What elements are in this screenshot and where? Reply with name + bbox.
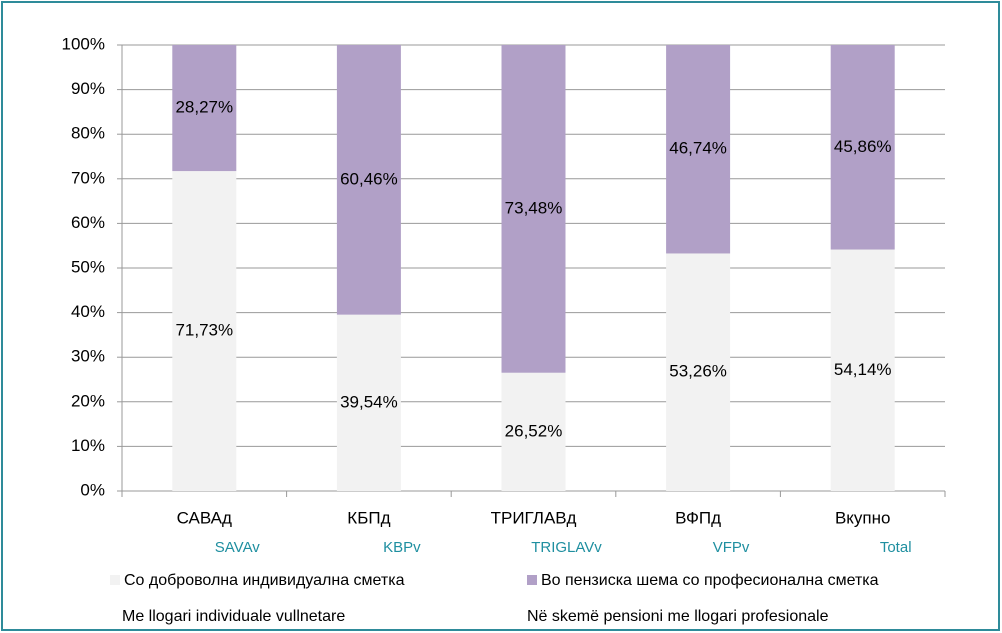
legend-swatch	[110, 575, 120, 585]
data-label: 45,86%	[834, 137, 892, 156]
x-tick-label-alt: KBPv	[383, 539, 421, 556]
y-tick-label: 50%	[71, 257, 105, 276]
data-label: 46,74%	[669, 139, 727, 158]
legend-label: Во пензиска шема со професионална сметка	[541, 572, 879, 589]
bar-segment	[501, 372, 566, 491]
legend-label-alt: Me llogari individuale vullnetare	[122, 608, 345, 625]
x-tick-label: Вкупно	[835, 508, 891, 527]
legend-label: Со доброволна индивидуална сметка	[124, 572, 405, 589]
y-tick-label: 20%	[71, 391, 105, 410]
x-tick-label-alt: SAVAv	[215, 539, 261, 556]
data-label: 71,73%	[175, 321, 233, 340]
data-label: 54,14%	[834, 360, 892, 379]
y-tick-label: 60%	[71, 213, 105, 232]
bar-segment	[501, 45, 566, 373]
bar-segment	[830, 249, 895, 491]
x-tick-label-alt: TRIGLAVv	[531, 539, 602, 556]
data-label: 26,52%	[505, 421, 563, 440]
legend-swatch	[527, 575, 537, 585]
data-label: 73,48%	[505, 198, 563, 217]
data-label: 53,26%	[669, 362, 727, 381]
y-tick-label: 30%	[71, 347, 105, 366]
x-tick-label-alt: VFPv	[713, 539, 750, 556]
y-tick-label: 70%	[71, 168, 105, 187]
x-tick-label-alt: Total	[880, 539, 912, 556]
y-tick-label: 100%	[62, 34, 105, 53]
y-tick-label: 40%	[71, 302, 105, 321]
legend-label-alt: Në skemë pensioni me llogari profesional…	[527, 608, 829, 625]
y-tick-label: 80%	[71, 124, 105, 143]
x-tick-label: САВАд	[177, 508, 232, 527]
bar-segment	[336, 314, 401, 491]
y-tick-label: 10%	[71, 436, 105, 455]
bar-segment	[666, 45, 731, 254]
bar-segment	[172, 171, 237, 491]
data-label: 60,46%	[340, 169, 398, 188]
bar-segment	[830, 45, 895, 250]
x-tick-label: ВФПд	[675, 508, 721, 527]
data-label: 39,54%	[340, 392, 398, 411]
bar-segment	[666, 253, 731, 491]
bar-segment	[172, 45, 237, 172]
y-tick-label: 0%	[80, 480, 105, 499]
data-label: 28,27%	[175, 98, 233, 117]
x-tick-label: ТРИГЛАВд	[491, 508, 577, 527]
y-tick-label: 90%	[71, 79, 105, 98]
x-tick-label: КБПд	[347, 508, 390, 527]
bar-segment	[336, 45, 401, 315]
